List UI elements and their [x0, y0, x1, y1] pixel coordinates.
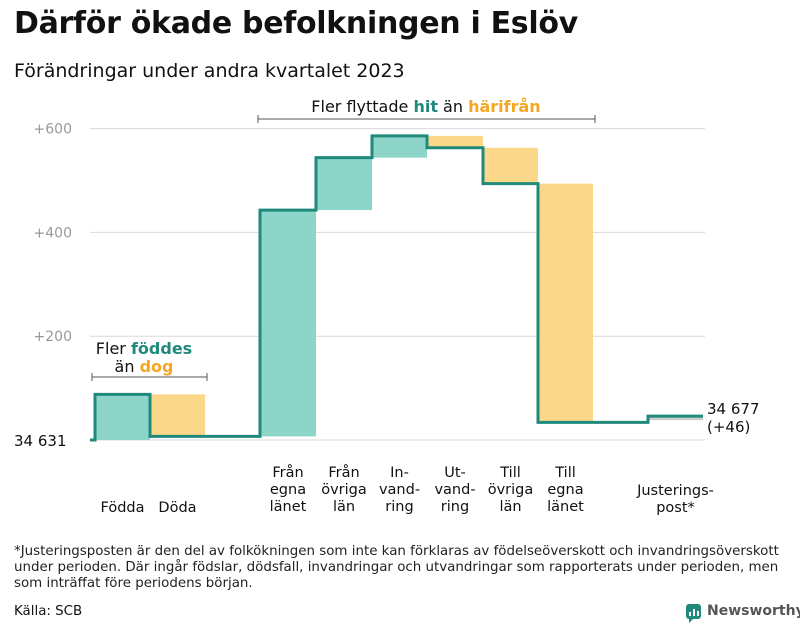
category-label: vand-: [379, 482, 420, 498]
y-tick-label: +400: [34, 225, 72, 241]
y-tick-label: +200: [34, 329, 72, 345]
annotation-text: Fler flyttade: [311, 97, 413, 116]
bar-invandring: [372, 135, 427, 158]
annotation-highlight: hit: [413, 97, 438, 116]
source-label: Källa: SCB: [14, 604, 83, 619]
category-label: län: [333, 499, 355, 515]
category-label: länet: [547, 499, 584, 515]
bar-till-ovriga-lan: [483, 147, 538, 184]
category-label: Födda: [101, 500, 145, 516]
category-label: län: [499, 499, 521, 515]
bar-fran-ovriga-lan: [316, 157, 372, 211]
start-value-label: 34 631: [14, 432, 67, 450]
category-label: ring: [385, 499, 413, 515]
migration-annotation: Fler flyttade hit än härifrån: [311, 97, 540, 116]
chart-subtitle: Förändringar under andra kvartalet 2023: [14, 60, 405, 82]
cumulative-line: [90, 134, 703, 442]
annotation-text: än: [115, 357, 140, 376]
category-label: In-: [390, 465, 409, 481]
category-label: Till: [499, 465, 521, 481]
annotation-highlight: härifrån: [468, 97, 541, 116]
newsworthy-logo: Newsworthy: [686, 603, 800, 623]
category-label: vand-: [434, 482, 475, 498]
bar-doda: [150, 394, 205, 437]
chat-bubble-icon: [686, 603, 701, 623]
end-value-label: 34 677: [707, 400, 760, 418]
annotation-text: Fler: [96, 339, 131, 358]
y-tick-label: +600: [34, 122, 72, 138]
annotation-highlight-in: föddes: [131, 339, 192, 358]
bar-fran-egna-lanet: [260, 210, 316, 437]
bar-justeringspost: [648, 416, 703, 421]
births-annotation: än dog: [115, 357, 174, 376]
end-value-label: (+46): [707, 418, 750, 436]
category-label: ring: [441, 499, 469, 515]
births-annotation: Fler föddes: [96, 339, 192, 358]
chart-title: Därför ökade befolkningen i Eslöv: [14, 6, 578, 41]
category-label: övriga: [488, 482, 534, 498]
category-label: länet: [270, 499, 307, 515]
annotation-highlight-out: dog: [140, 357, 174, 376]
category-label: egna: [547, 482, 583, 498]
category-label: post*: [656, 500, 695, 516]
category-label: egna: [270, 482, 306, 498]
annotation-text: än: [438, 97, 468, 116]
waterfall-chart: +200 +400 +600 34 631 34 677(+46) Födda Döda Fr…: [14, 97, 760, 516]
bar-till-egna-lanet: [538, 183, 593, 423]
category-label: Till: [554, 465, 576, 481]
footnote: *Justeringsposten är den del av folkökni…: [14, 544, 779, 591]
category-label: Justerings-: [636, 483, 714, 499]
category-label: Döda: [158, 500, 196, 516]
bar-fodda: [95, 394, 150, 440]
bar-utvandring: [427, 135, 483, 148]
category-label: Ut-: [444, 465, 466, 481]
category-label: Från: [272, 464, 303, 481]
category-label: Från: [328, 464, 359, 481]
category-label: övriga: [321, 482, 367, 498]
brand-name: Newsworthy: [707, 603, 800, 619]
